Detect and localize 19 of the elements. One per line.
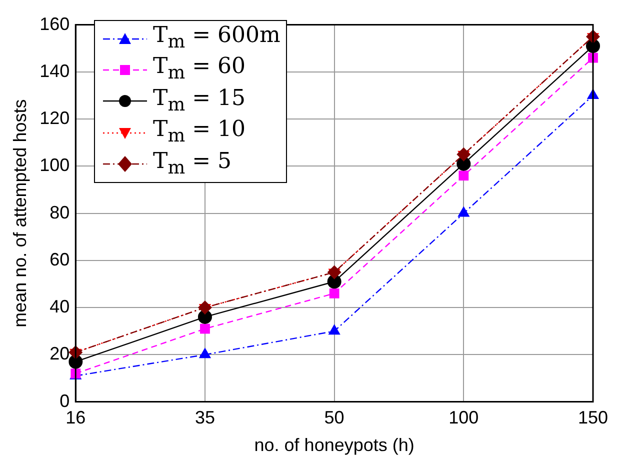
y-tick-label: 80 xyxy=(50,202,70,222)
y-tick-label: 140 xyxy=(40,60,70,81)
legend-label: T$_{m}$ = 10 xyxy=(153,117,246,149)
x-axis-title: no. of honeypots (h) xyxy=(254,435,414,456)
y-tick-label: 160 xyxy=(40,14,70,34)
y-tick-label: 100 xyxy=(40,155,70,176)
legend-label: T$_{m}$ = 15 xyxy=(153,86,246,118)
y-tick-label: 60 xyxy=(50,249,70,270)
x-tick-label: 150 xyxy=(578,408,608,428)
legend-label: T$_{m}$ = 600m xyxy=(153,23,280,54)
y-axis-title: mean no. of attempted hosts xyxy=(10,99,30,328)
y-tick-label: 20 xyxy=(50,344,70,364)
x-tick-label: 50 xyxy=(324,408,344,428)
y-tick-label: 40 xyxy=(50,296,70,317)
legend-label: T$_{m}$ = 60 xyxy=(153,54,246,86)
legend-label: T$_{m}$ = 5 xyxy=(153,148,232,180)
x-tick-label: 100 xyxy=(448,408,479,428)
y-tick-label: 120 xyxy=(40,108,70,128)
x-tick-label: 35 xyxy=(194,408,215,428)
